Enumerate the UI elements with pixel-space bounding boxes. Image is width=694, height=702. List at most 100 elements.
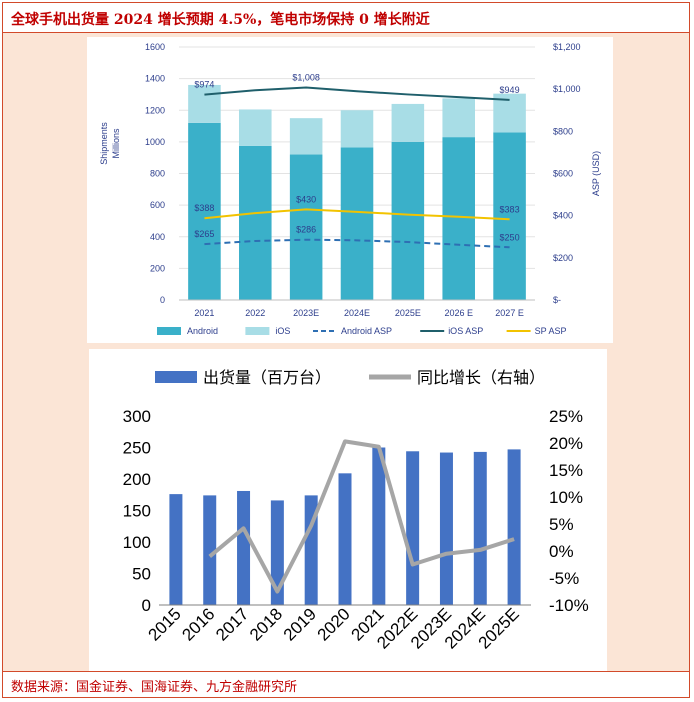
bar-2022E — [406, 451, 420, 605]
y-tick-label-left: 50 — [132, 565, 151, 584]
y-tick-label-right: -5% — [549, 569, 579, 588]
laptop-shipments-chart: 0 50 100 150 200 250 300 -10% -5% 0% 5% 10% 15% 20% 25… — [123, 369, 589, 653]
y-tick-label-left: 200 — [150, 263, 165, 273]
title-bar: 全球手机出货量 2024 增长预期 4.5%，笔电市场保持 0 增长附近 — [3, 3, 689, 33]
bar-android-2024E — [340, 147, 374, 300]
y-tick-label-left: 600 — [150, 200, 165, 210]
growth-line — [208, 439, 515, 594]
x-tick-label: 2019 — [280, 604, 320, 644]
line-ios-asp — [204, 86, 510, 101]
y-tick-label-right: $1,000 — [553, 84, 581, 94]
smartphone-shipments-chart: 0 200 400 600 800 1000 1200 1400 1600 $- $200 $400 $… — [99, 42, 601, 336]
line-android-asp — [204, 238, 510, 249]
bar-ios-2024E — [340, 110, 374, 148]
data-label: $388 — [194, 203, 214, 213]
bar-ios-2021 — [188, 84, 221, 123]
legend-label: iOS — [275, 326, 290, 336]
legend-label: SP ASP — [535, 326, 567, 336]
bar-2021 — [372, 447, 386, 605]
line-sp-asp — [204, 208, 510, 221]
y-axis-label-right: ASP (USD) — [591, 151, 601, 196]
y-tick-label-left: 150 — [123, 502, 151, 521]
x-tick-label: 2017 — [212, 604, 252, 644]
x-tick-label: 2021 — [194, 308, 214, 318]
x-tick-label: 2020 — [314, 604, 354, 644]
y-tick-label-right: $200 — [553, 253, 573, 263]
bar-ios-2026E — [442, 98, 475, 138]
footer: 数据来源：国金证券、国海证券、九方金融研究所 — [3, 671, 689, 697]
x-tick-label: 2023E — [293, 308, 319, 318]
data-label: $430 — [296, 194, 316, 204]
x-tick-label: 2026 E — [444, 308, 473, 318]
x-tick-label: 2027 E — [495, 308, 524, 318]
bar-2023E — [439, 452, 453, 605]
y-tick-label-right: $600 — [553, 169, 573, 179]
x-tick-label: 2025E — [395, 308, 421, 318]
y-tick-label-left: 400 — [150, 232, 165, 242]
y-tick-label-right: $800 — [553, 126, 573, 136]
legend-label-line: 同比增长（右轴） — [417, 369, 545, 387]
data-label: $974 — [194, 80, 214, 90]
bar-2018 — [270, 500, 284, 605]
bar-2025E — [507, 449, 521, 605]
y-tick-label-right: 10% — [549, 488, 583, 507]
data-label: $265 — [194, 229, 214, 239]
x-tick-label: 2024E — [344, 308, 370, 318]
legend-label-bars: 出货量（百万台） — [203, 369, 331, 387]
y-tick-label-left: 0 — [160, 295, 165, 305]
y-tick-label-right: -10% — [549, 596, 589, 615]
bar-2017 — [237, 490, 251, 605]
y-tick-label-right: $- — [553, 295, 561, 305]
legend-label: Android — [187, 326, 218, 336]
data-label: $250 — [500, 232, 520, 242]
bar-android-2023E — [289, 154, 323, 300]
smartphone-chart-panel: 0 200 400 600 800 1000 1200 1400 1600 $- $200 $400 $… — [87, 37, 613, 343]
y-tick-label-right: 5% — [549, 515, 574, 534]
y-tick-label-left: 800 — [150, 169, 165, 179]
x-tick-label: 2016 — [178, 604, 218, 644]
y-tick-label-right: 0% — [549, 542, 574, 561]
data-label: $949 — [500, 85, 520, 95]
source-note: 数据来源：国金证券、国海证券、九方金融研究所 — [11, 680, 298, 695]
bar-2016 — [203, 495, 217, 605]
bar-ios-2023E — [289, 118, 323, 155]
laptop-chart-panel: 0 50 100 150 200 250 300 -10% -5% 0% 5% 10% 15% 20% 25… — [89, 349, 607, 671]
y-tick-label-right: $400 — [553, 211, 573, 221]
bar-android-2025E — [391, 141, 425, 300]
bar-ios-2022 — [239, 109, 272, 146]
y-tick-label-left: 100 — [123, 533, 151, 552]
bar-2024E — [473, 451, 487, 605]
y-axis-label-left: Shipments — [99, 122, 109, 165]
y-axis-label-left-unit: Millions — [111, 128, 121, 159]
bar-2020 — [338, 473, 352, 605]
y-tick-label-right: 15% — [549, 461, 583, 480]
x-tick-label: 2022 — [245, 308, 265, 318]
y-tick-label-left: 0 — [142, 596, 151, 615]
legend-label: iOS ASP — [448, 326, 483, 336]
bar-android-2026E — [442, 137, 475, 300]
y-tick-label-right: 25% — [549, 407, 583, 426]
bar-android-2027E — [493, 132, 526, 300]
legend-label: Android ASP — [341, 326, 392, 336]
y-tick-label-right: 20% — [549, 434, 583, 453]
data-label: $383 — [500, 204, 520, 214]
legend-swatch — [157, 327, 181, 335]
data-label: $286 — [296, 225, 316, 235]
bar-2015 — [169, 494, 183, 605]
y-tick-label-left: 1400 — [145, 74, 165, 84]
y-tick-label-left: 200 — [123, 470, 151, 489]
page-title: 全球手机出货量 2024 增长预期 4.5%，笔电市场保持 0 增长附近 — [11, 12, 430, 28]
data-label: $1,008 — [292, 72, 320, 82]
legend-swatch — [245, 327, 270, 335]
y-tick-label-left: 1600 — [145, 42, 165, 52]
bar-android-2021 — [188, 122, 221, 301]
y-tick-label-left: 250 — [123, 439, 151, 458]
y-tick-label-left: 1000 — [145, 137, 165, 147]
bar-ios-2025E — [391, 103, 425, 142]
y-tick-label-left: 300 — [123, 407, 151, 426]
y-tick-label-right: $1,200 — [553, 42, 581, 52]
bar-android-2022 — [239, 145, 272, 300]
x-tick-label: 2018 — [246, 604, 286, 644]
y-tick-label-left: 1200 — [145, 105, 165, 115]
